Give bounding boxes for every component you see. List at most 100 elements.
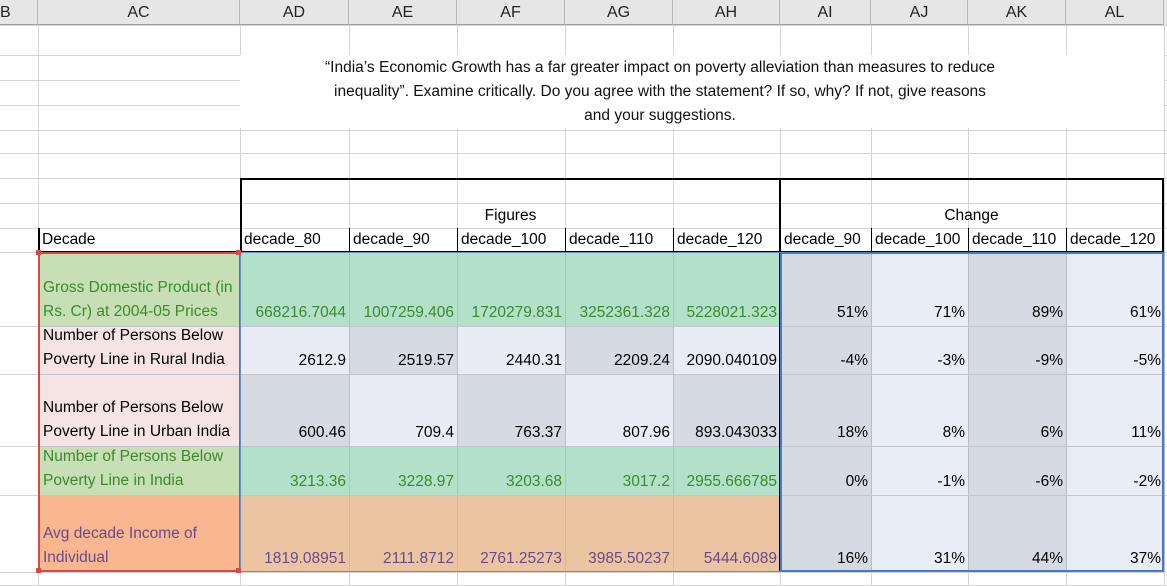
change-cell[interactable]: -3% bbox=[937, 352, 965, 369]
figure-cell[interactable]: 3203.68 bbox=[505, 473, 562, 490]
row-divider bbox=[38, 495, 1164, 496]
figure-cell[interactable]: 3017.2 bbox=[622, 473, 670, 490]
change-cell[interactable]: 37% bbox=[1129, 550, 1161, 567]
column-header-aj[interactable]: AJ bbox=[871, 0, 968, 25]
figure-cell-bg bbox=[457, 326, 565, 374]
figure-cell[interactable]: 1720279.831 bbox=[471, 304, 562, 321]
column-header-af[interactable]: AF bbox=[457, 0, 565, 25]
change-cell[interactable]: 18% bbox=[836, 424, 868, 441]
header-decade-90[interactable]: decade_90 bbox=[784, 231, 861, 248]
column-header-b[interactable]: B bbox=[0, 0, 38, 25]
figure-cell[interactable]: 600.46 bbox=[298, 424, 346, 441]
column-header-ac[interactable]: AC bbox=[38, 0, 240, 25]
header-decade-90[interactable]: decade_90 bbox=[353, 231, 430, 248]
column-header-ag[interactable]: AG bbox=[565, 0, 673, 25]
change-cell[interactable]: 8% bbox=[942, 424, 965, 441]
label-cell-bg bbox=[38, 495, 240, 572]
change-cell[interactable]: -2% bbox=[1133, 473, 1161, 490]
figure-cell[interactable]: 2519.57 bbox=[397, 352, 454, 369]
figure-cell-bg bbox=[240, 374, 349, 446]
figure-cell[interactable]: 709.4 bbox=[415, 424, 454, 441]
label-cell-bg bbox=[38, 446, 240, 495]
column-header-ae[interactable]: AE bbox=[349, 0, 457, 25]
column-header-ad[interactable]: AD bbox=[240, 0, 349, 25]
figure-cell[interactable]: 2761.25273 bbox=[480, 550, 562, 567]
cell-divider bbox=[673, 252, 674, 572]
change-cell[interactable]: 71% bbox=[933, 304, 965, 321]
change-cell[interactable]: 0% bbox=[845, 473, 868, 490]
change-cell[interactable]: 61% bbox=[1129, 304, 1161, 321]
cell-divider bbox=[968, 252, 969, 572]
change-cell[interactable]: 6% bbox=[1040, 424, 1063, 441]
change-cell-bg bbox=[871, 446, 968, 495]
table-border bbox=[673, 228, 674, 252]
figure-cell[interactable]: 1007259.406 bbox=[363, 304, 454, 321]
figure-cell[interactable]: 2209.24 bbox=[613, 352, 670, 369]
row-label-text: Gross Domestic Product (in Rs. Cr) at 20… bbox=[43, 279, 233, 320]
table-border bbox=[240, 178, 242, 252]
figures-group-header: Figures bbox=[484, 207, 537, 224]
header-decade-120[interactable]: decade_120 bbox=[1070, 231, 1156, 248]
row-label[interactable]: Number of Persons Below Poverty Line in … bbox=[40, 374, 238, 446]
change-cell[interactable]: 31% bbox=[933, 550, 965, 567]
figure-cell[interactable]: 5228021.323 bbox=[686, 304, 777, 321]
figure-cell[interactable]: 807.96 bbox=[622, 424, 670, 441]
change-cell[interactable]: 44% bbox=[1031, 550, 1063, 567]
change-cell-bg bbox=[968, 446, 1066, 495]
column-header-ak[interactable]: AK bbox=[968, 0, 1066, 25]
row-label[interactable]: Gross Domestic Product (in Rs. Cr) at 20… bbox=[40, 252, 238, 326]
title-cell-bg bbox=[240, 55, 1164, 128]
header-decade-80[interactable]: decade_80 bbox=[244, 231, 321, 248]
figure-cell[interactable]: 2111.8712 bbox=[383, 550, 454, 567]
row-label[interactable]: Avg decade Income of Individual bbox=[40, 495, 238, 572]
question-title-line: “India’s Economic Growth has a far great… bbox=[325, 59, 995, 76]
selection-handle[interactable] bbox=[36, 568, 41, 573]
column-header-ai[interactable]: AI bbox=[780, 0, 871, 25]
figure-cell[interactable]: 3985.50237 bbox=[588, 550, 670, 567]
decade-header[interactable]: Decade bbox=[42, 231, 96, 248]
header-decade-110[interactable]: decade_110 bbox=[972, 231, 1057, 248]
selection-handle[interactable] bbox=[236, 250, 241, 255]
figure-cell[interactable]: 2612.9 bbox=[298, 352, 346, 369]
column-header-al[interactable]: AL bbox=[1066, 0, 1164, 25]
change-cell[interactable]: 11% bbox=[1131, 424, 1161, 441]
table-border bbox=[779, 178, 781, 252]
figure-cell[interactable]: 2955.666785 bbox=[686, 473, 777, 490]
figure-cell[interactable]: 668216.7044 bbox=[255, 304, 346, 321]
figure-cell[interactable]: 3213.36 bbox=[289, 473, 346, 490]
figure-cell[interactable]: 2090.040109 bbox=[686, 352, 777, 369]
header-decade-120[interactable]: decade_120 bbox=[677, 231, 763, 248]
figure-cell[interactable]: 893.043033 bbox=[695, 424, 777, 441]
row-label[interactable]: Number of Persons Below Poverty Line in … bbox=[40, 326, 238, 374]
change-cell-bg bbox=[1066, 326, 1164, 374]
change-cell[interactable]: -5% bbox=[1133, 352, 1161, 369]
change-cell[interactable]: -6% bbox=[1035, 473, 1063, 490]
change-cell[interactable]: 51% bbox=[836, 304, 868, 321]
header-decade-100[interactable]: decade_100 bbox=[875, 231, 961, 248]
header-decade-110[interactable]: decade_110 bbox=[569, 231, 654, 248]
header-decade-100[interactable]: decade_100 bbox=[461, 231, 547, 248]
figure-cell-bg bbox=[565, 374, 673, 446]
change-cell[interactable]: -1% bbox=[937, 473, 965, 490]
row-label[interactable]: Number of Persons Below Poverty Line in … bbox=[40, 446, 238, 495]
figure-cell[interactable]: 3228.97 bbox=[397, 473, 454, 490]
column-header-ah[interactable]: AH bbox=[673, 0, 780, 25]
figure-cell-bg bbox=[349, 374, 457, 446]
figure-cell[interactable]: 3252361.328 bbox=[579, 304, 670, 321]
change-cell[interactable]: -9% bbox=[1035, 352, 1063, 369]
cell-divider bbox=[871, 252, 872, 572]
gridline-horizontal bbox=[0, 130, 1167, 131]
figure-cell[interactable]: 1819.08951 bbox=[264, 550, 346, 567]
figure-cell[interactable]: 2440.31 bbox=[505, 352, 562, 369]
change-cell[interactable]: -4% bbox=[840, 352, 868, 369]
change-cell[interactable]: 89% bbox=[1031, 304, 1063, 321]
change-cell[interactable]: 16% bbox=[836, 550, 868, 567]
change-cell-bg bbox=[871, 495, 968, 572]
figure-cell-bg bbox=[565, 326, 673, 374]
selection-handle[interactable] bbox=[36, 250, 41, 255]
figure-cell[interactable]: 763.37 bbox=[514, 424, 562, 441]
figure-cell-bg bbox=[673, 326, 780, 374]
selection-handle[interactable] bbox=[236, 568, 241, 573]
figure-cell[interactable]: 5444.6089 bbox=[703, 550, 777, 567]
change-cell-bg bbox=[871, 326, 968, 374]
